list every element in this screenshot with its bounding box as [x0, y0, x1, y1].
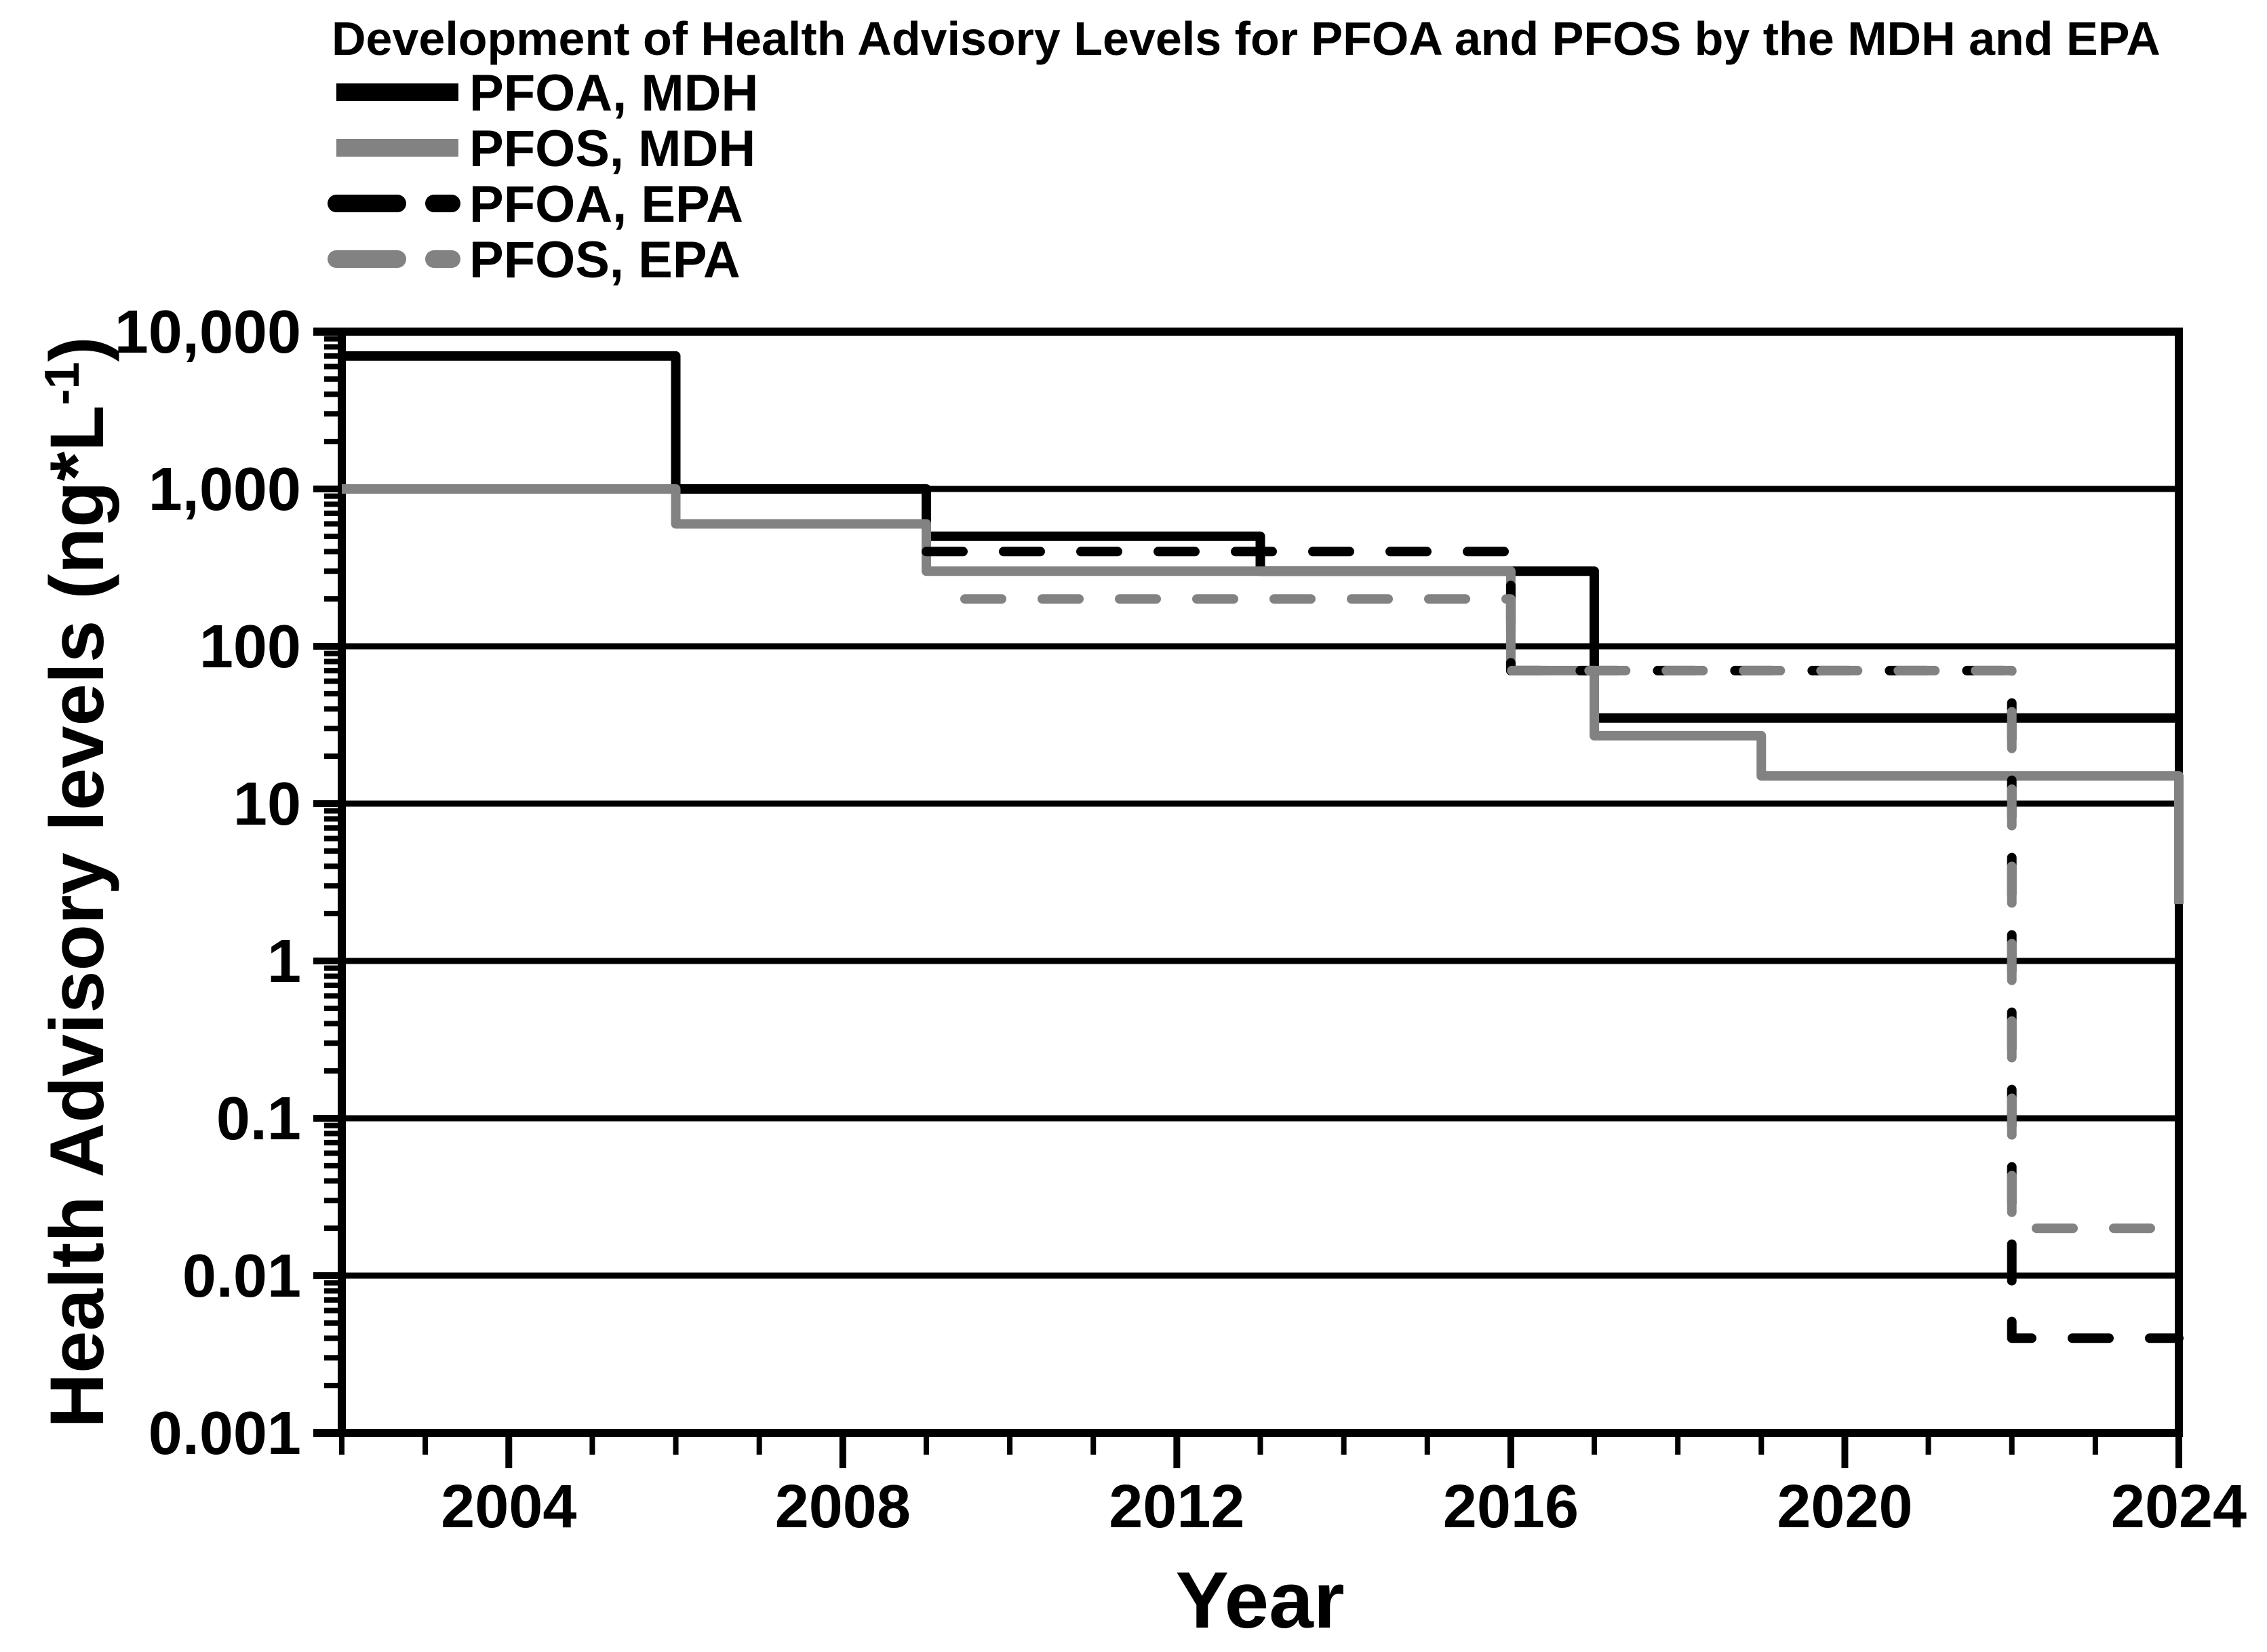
y-tick-label: 0.01	[182, 1242, 301, 1310]
legend-label-pfos-epa: PFOS, EPA	[469, 231, 741, 289]
x-tick-label: 2008	[775, 1473, 911, 1541]
y-tick-label: 10,000	[115, 298, 301, 366]
gridlines	[342, 486, 2179, 1279]
x-tick-label: 2020	[1777, 1473, 1912, 1541]
x-tick-label: 2004	[441, 1473, 576, 1541]
y-tick-label: 100	[199, 613, 301, 681]
legend-label-pfoa-mdh: PFOA, MDH	[469, 64, 758, 122]
x-tick-label: 2024	[2111, 1473, 2247, 1541]
x-axis-title: Year	[1175, 1556, 1344, 1645]
series-line-pfos-epa	[922, 594, 2184, 1234]
y-tick-label: 0.1	[216, 1085, 301, 1153]
y-tick-label: 1,000	[149, 456, 301, 524]
x-tick-label: 2016	[1443, 1473, 1579, 1541]
y-tick-label: 10	[233, 770, 301, 838]
y-tick-label: 1	[267, 928, 301, 996]
y-axis-title: Health Advisory levels (ng*L-1)	[35, 336, 119, 1428]
y-tick-label: 0.001	[149, 1400, 301, 1468]
series-lines	[342, 351, 2184, 1343]
series-line-pfoa-mdh	[342, 351, 2179, 723]
chart-title: Development of Health Advisory Levels fo…	[332, 12, 2161, 65]
x-tick-label: 2012	[1109, 1473, 1244, 1541]
legend-label-pfoa-epa: PFOA, EPA	[469, 176, 743, 233]
legend-label-pfos-mdh: PFOS, MDH	[469, 120, 755, 178]
